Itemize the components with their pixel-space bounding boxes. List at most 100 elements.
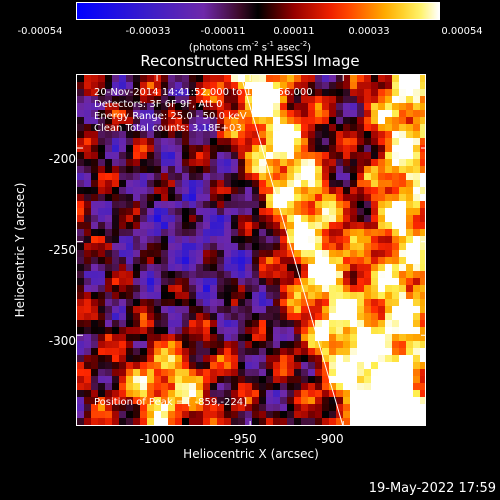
heatmap-cell	[112, 425, 119, 426]
heatmap-cell	[413, 264, 420, 271]
heatmap-cell	[287, 418, 294, 425]
heatmap-cell	[343, 292, 350, 299]
heatmap-cell	[357, 376, 364, 383]
heatmap-cell	[308, 215, 315, 222]
heatmap-cell	[420, 327, 425, 334]
heatmap-cell	[343, 418, 350, 425]
heatmap-cell	[336, 96, 343, 103]
heatmap-cell	[203, 383, 210, 390]
heatmap-cell	[203, 138, 210, 145]
heatmap-cell	[259, 341, 266, 348]
heatmap-cell	[413, 404, 420, 411]
heatmap-cell	[364, 187, 371, 194]
heatmap-cell	[126, 89, 133, 96]
heatmap-cell	[98, 166, 105, 173]
heatmap-cell	[266, 243, 273, 250]
heatmap-cell	[168, 313, 175, 320]
heatmap-cell	[406, 271, 413, 278]
heatmap-cell	[371, 418, 378, 425]
heatmap-cell	[385, 229, 392, 236]
heatmap-cell	[224, 397, 231, 404]
heatmap-cell	[140, 96, 147, 103]
heatmap-cell	[259, 173, 266, 180]
heatmap-cell	[329, 376, 336, 383]
heatmap-cell	[287, 264, 294, 271]
heatmap-cell	[98, 215, 105, 222]
heatmap-cell	[329, 348, 336, 355]
heatmap-cell	[287, 404, 294, 411]
heatmap-cell	[168, 306, 175, 313]
heatmap-cell	[140, 383, 147, 390]
heatmap-cell	[126, 404, 133, 411]
heatmap-cell	[105, 313, 112, 320]
heatmap-cell	[294, 306, 301, 313]
heatmap-cell	[294, 397, 301, 404]
heatmap-cell	[294, 138, 301, 145]
heatmap-cell	[357, 411, 364, 418]
heatmap-cell	[420, 152, 425, 159]
heatmap-cell	[168, 383, 175, 390]
heatmap-cell	[105, 327, 112, 334]
heatmap-cell	[364, 194, 371, 201]
heatmap-cell	[287, 313, 294, 320]
heatmap-cell	[315, 390, 322, 397]
heatmap-cell	[210, 362, 217, 369]
heatmap-cell	[392, 82, 399, 89]
heatmap-cell	[77, 75, 84, 82]
heatmap-cell	[126, 376, 133, 383]
heatmap-cell	[224, 404, 231, 411]
heatmap-cell	[308, 222, 315, 229]
heatmap-cell	[413, 82, 420, 89]
heatmap-cell	[301, 208, 308, 215]
heatmap-cell	[105, 96, 112, 103]
heatmap-cell	[420, 306, 425, 313]
heatmap-cell	[196, 187, 203, 194]
heatmap-cell	[378, 166, 385, 173]
heatmap-cell	[266, 222, 273, 229]
heatmap-cell	[406, 103, 413, 110]
heatmap-cell	[280, 145, 287, 152]
heatmap-cell	[329, 397, 336, 404]
heatmap-cell	[357, 152, 364, 159]
heatmap-cell	[217, 313, 224, 320]
heatmap-cell	[161, 341, 168, 348]
heatmap-cell	[147, 362, 154, 369]
heatmap-cell	[161, 404, 168, 411]
heatmap-cell	[420, 75, 425, 82]
heatmap-cell	[91, 313, 98, 320]
heatmap-cell	[259, 306, 266, 313]
heatmap-cell	[77, 110, 84, 117]
heatmap-cell	[378, 278, 385, 285]
heatmap-cell	[154, 215, 161, 222]
heatmap-cell	[329, 159, 336, 166]
heatmap-cell	[231, 201, 238, 208]
annotation-time: 20-Nov-2014 14:41:52.000 to 14:46:56.000	[94, 87, 313, 98]
heatmap-cell	[133, 404, 140, 411]
heatmap-cell	[322, 82, 329, 89]
heatmap-cell	[280, 89, 287, 96]
heatmap-cell	[308, 397, 315, 404]
heatmap-cell	[238, 89, 245, 96]
heatmap-cell	[301, 173, 308, 180]
heatmap-cell	[420, 348, 425, 355]
heatmap-cell	[371, 348, 378, 355]
heatmap-cell	[189, 117, 196, 124]
heatmap-cell	[385, 306, 392, 313]
heatmap-cell	[140, 404, 147, 411]
heatmap-cell	[238, 299, 245, 306]
heatmap-cell	[420, 334, 425, 341]
heatmap-cell	[364, 376, 371, 383]
heatmap-cell	[413, 334, 420, 341]
heatmap-cell	[280, 75, 287, 82]
heatmap-cell	[203, 390, 210, 397]
heatmap-cell	[413, 152, 420, 159]
heatmap-cell	[371, 110, 378, 117]
heatmap-cell	[182, 117, 189, 124]
heatmap-cell	[168, 145, 175, 152]
heatmap-cell	[154, 96, 161, 103]
heatmap-cell	[175, 306, 182, 313]
heatmap-cell	[119, 215, 126, 222]
heatmap-cell	[189, 229, 196, 236]
heatmap-cell	[315, 110, 322, 117]
heatmap-cell	[168, 376, 175, 383]
